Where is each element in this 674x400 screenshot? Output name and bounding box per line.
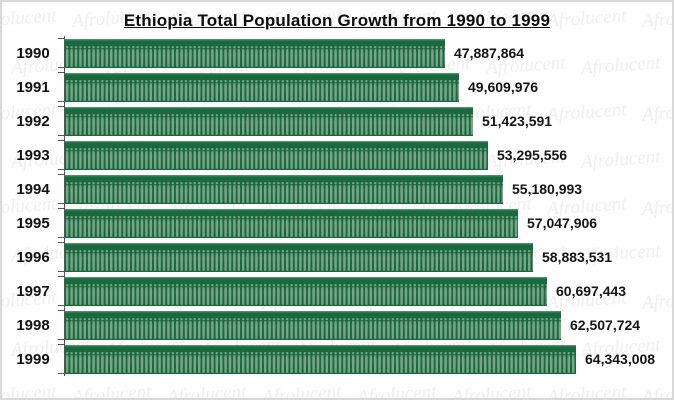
chart-row: 1997 60,697,443 — [2, 274, 672, 308]
population-bar — [65, 276, 547, 306]
population-bar — [65, 174, 503, 204]
value-label: 64,343,008 — [585, 351, 656, 367]
bar-area: 47,887,864 — [58, 36, 672, 70]
population-bar — [65, 72, 459, 102]
population-bar — [65, 106, 473, 136]
chart-row: 1993 53,295,556 — [2, 138, 672, 172]
chart-row: 1992 51,423,591 — [2, 104, 672, 138]
population-bar — [65, 344, 576, 374]
bar-area: 60,697,443 — [58, 274, 672, 308]
value-label: 55,180,993 — [512, 181, 583, 197]
year-label: 1990 — [16, 44, 50, 62]
watermark-text: Afrolucent — [261, 381, 343, 398]
value-label: 49,609,976 — [468, 79, 539, 95]
population-bar — [65, 310, 561, 340]
watermark-text: Afrolucent — [451, 381, 533, 398]
bar-chart: 1990 47,887,864 1991 49,609,976 1992 51,423,5… — [2, 36, 672, 376]
bar-area: 49,609,976 — [58, 70, 672, 104]
watermark-text: Afrolucent — [641, 381, 672, 398]
value-label: 60,697,443 — [556, 283, 627, 299]
bar-area: 53,295,556 — [58, 138, 672, 172]
chart-row: 1994 55,180,993 — [2, 172, 672, 206]
value-label: 57,047,906 — [527, 215, 598, 231]
bar-area: 64,343,008 — [58, 342, 672, 376]
population-bar — [65, 208, 518, 238]
bar-area: 62,507,724 — [58, 308, 672, 342]
bar-area: 55,180,993 — [58, 172, 672, 206]
chart-row: 1999 64,343,008 — [2, 342, 672, 376]
value-label: 53,295,556 — [497, 147, 568, 163]
chart-row: 1990 47,887,864 — [2, 36, 672, 70]
bar-area: 58,883,531 — [58, 240, 672, 274]
value-label: 58,883,531 — [542, 249, 613, 265]
chart-title: Ethiopia Total Population Growth from 19… — [123, 11, 551, 30]
value-label: 51,423,591 — [482, 113, 553, 129]
year-label: 1998 — [16, 316, 50, 334]
population-bar — [65, 140, 488, 170]
chart-row: 1996 58,883,531 — [2, 240, 672, 274]
watermark-text: Afrolucent — [2, 381, 58, 398]
year-label: 1995 — [16, 214, 50, 232]
year-label: 1993 — [16, 146, 50, 164]
population-bar — [65, 38, 445, 68]
year-label: 1991 — [16, 78, 50, 96]
year-label: 1992 — [16, 112, 50, 130]
watermark-text: Afrolucent — [71, 381, 153, 398]
value-label: 62,507,724 — [570, 317, 641, 333]
year-label: 1997 — [16, 282, 50, 300]
population-bar — [65, 242, 533, 272]
chart-row: 1991 49,609,976 — [2, 70, 672, 104]
watermark-text: Afrolucent — [356, 381, 438, 398]
watermark-text: Afrolucent — [546, 381, 628, 398]
year-label: 1996 — [16, 248, 50, 266]
bar-area: 51,423,591 — [58, 104, 672, 138]
year-label: 1999 — [16, 350, 50, 368]
chart-row: 1998 62,507,724 — [2, 308, 672, 342]
watermark-text: Afrolucent — [166, 381, 248, 398]
year-label: 1994 — [16, 180, 50, 198]
bar-area: 57,047,906 — [58, 206, 672, 240]
chart-row: 1995 57,047,906 — [2, 206, 672, 240]
value-label: 47,887,864 — [454, 45, 525, 61]
